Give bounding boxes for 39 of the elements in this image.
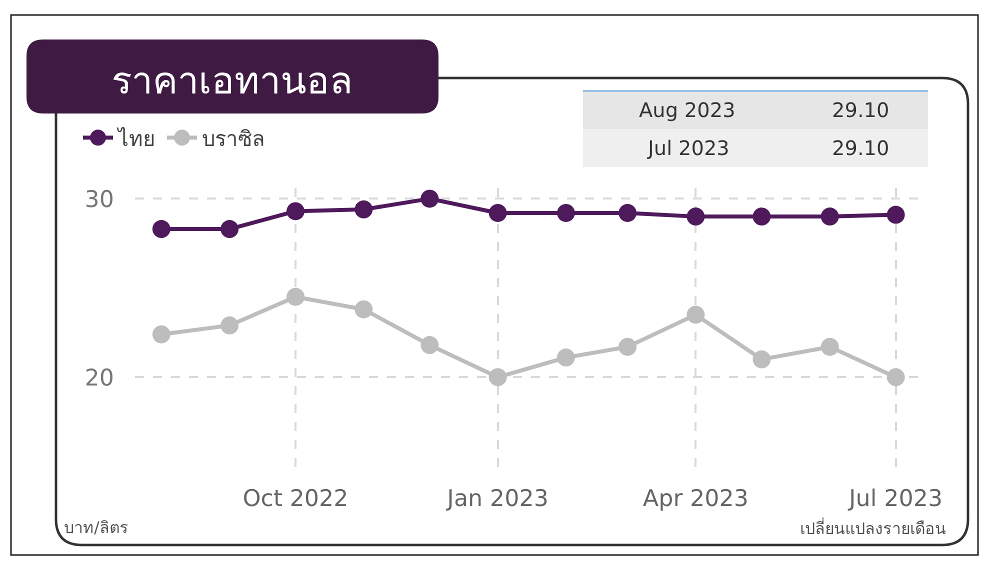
- point: [886, 368, 905, 386]
- x-tick-label: Jul 2023: [847, 486, 943, 512]
- legend-label: บราซิล: [202, 126, 265, 151]
- text: 29.10: [832, 98, 890, 122]
- x-tick-label: Jan 2023: [445, 486, 548, 512]
- point: [752, 350, 771, 368]
- text: 29.10: [832, 136, 890, 160]
- point: [354, 300, 373, 318]
- text: บาท/ลิตร: [64, 518, 128, 537]
- point: [752, 208, 771, 226]
- point: [820, 338, 839, 356]
- point: [354, 200, 373, 218]
- point: [220, 316, 239, 334]
- text: เปลี่ยนแปลงรายเดือน: [800, 517, 946, 538]
- point: [686, 306, 705, 324]
- point: [220, 220, 239, 238]
- point: [488, 368, 507, 386]
- point: [286, 288, 305, 306]
- point: [420, 190, 439, 208]
- point: [488, 204, 507, 222]
- point: [152, 325, 170, 344]
- point: [686, 208, 705, 226]
- point: [556, 348, 575, 367]
- text: Aug 2023: [639, 98, 736, 122]
- point: [556, 204, 575, 222]
- point: [618, 204, 637, 222]
- point: [618, 338, 637, 356]
- x-tick-label: Apr 2023: [642, 486, 749, 512]
- legend-label: ไทย: [116, 126, 155, 151]
- point: [420, 336, 439, 354]
- text: Jul 2023: [646, 136, 730, 160]
- x-tick-label: Oct 2022: [242, 486, 348, 512]
- point: [886, 206, 905, 224]
- y-tick-label: 30: [84, 186, 114, 213]
- chart-title: ราคาเอทานอล: [112, 58, 352, 102]
- point: [820, 208, 839, 226]
- y-tick-label: 20: [84, 365, 114, 392]
- point: [286, 202, 305, 220]
- point: [152, 220, 170, 238]
